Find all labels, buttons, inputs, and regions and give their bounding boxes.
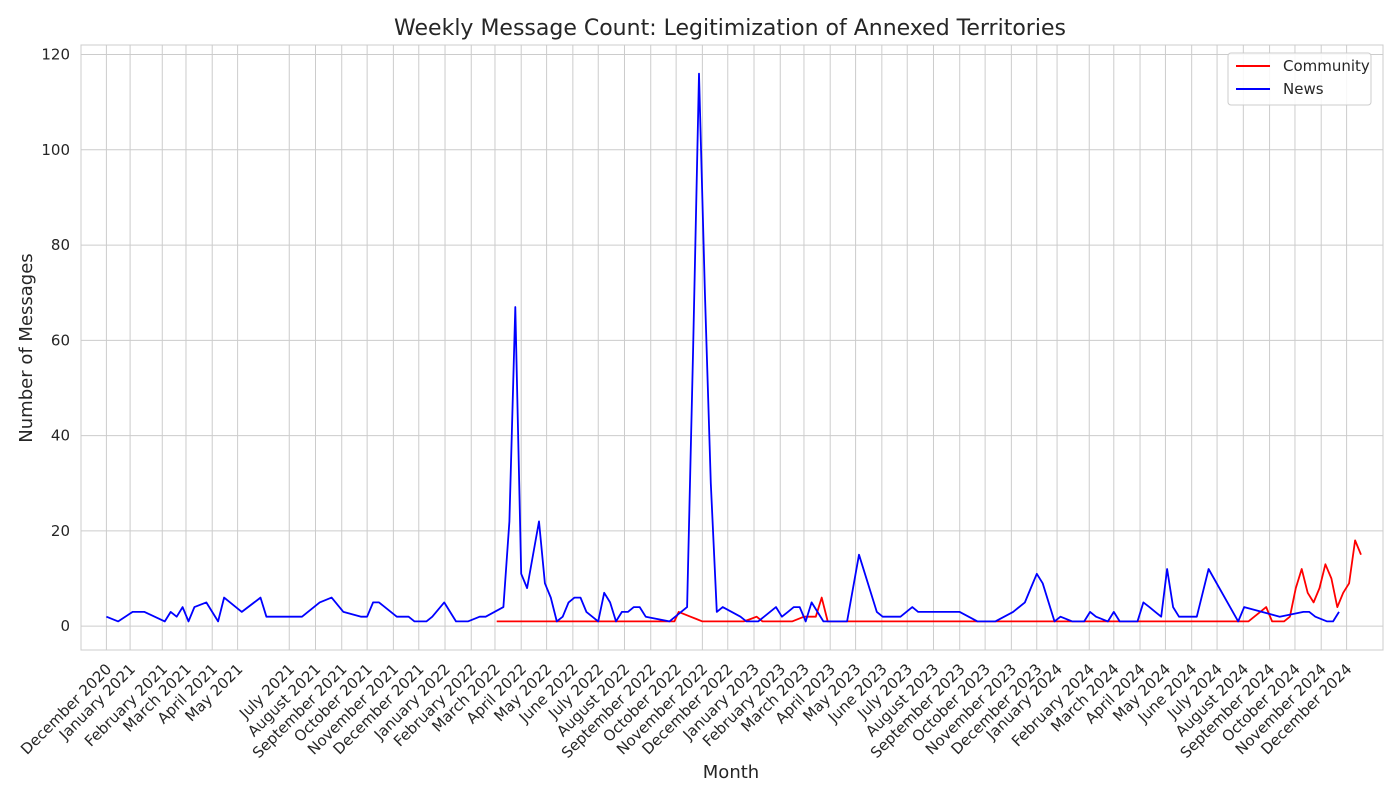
y-tick-label: 20 — [51, 522, 70, 540]
y-tick-label: 40 — [51, 427, 70, 445]
series-layer — [106, 72, 1362, 623]
y-axis-title: Number of Messages — [16, 253, 37, 442]
series-line-community — [496, 539, 1362, 623]
y-tick-label: 120 — [41, 46, 70, 64]
legend-label-news: News — [1283, 80, 1324, 98]
chart-title: Weekly Message Count: Legitimization of … — [394, 16, 1066, 41]
y-tick-label: 100 — [41, 141, 70, 159]
y-tick-label: 80 — [51, 236, 70, 254]
series-line-news — [106, 72, 1340, 623]
legend: Community News — [1227, 52, 1372, 106]
legend-label-community: Community — [1283, 57, 1370, 75]
y-axis-ticks: 0 20 40 60 80 100 120 — [41, 46, 70, 636]
y-tick-label: 60 — [51, 331, 70, 349]
y-tick-label: 0 — [60, 617, 70, 635]
x-axis-title: Month — [703, 762, 759, 783]
plot-area — [80, 44, 1384, 651]
plot-frame — [80, 44, 1384, 651]
